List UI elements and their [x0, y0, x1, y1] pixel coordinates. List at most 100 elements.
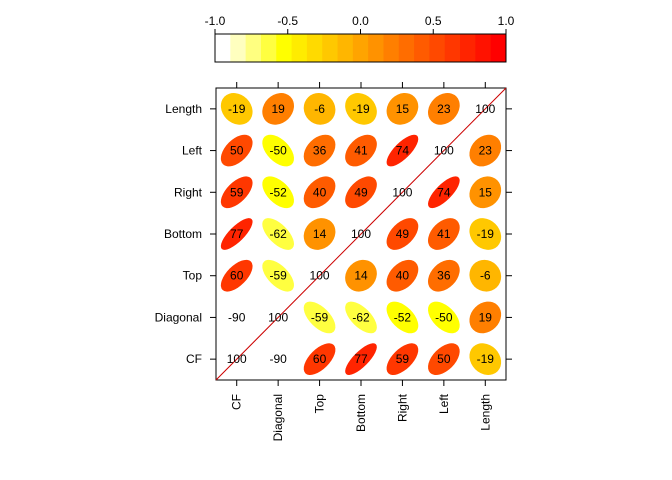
y-label-left: Left	[182, 144, 203, 158]
y-label-diagonal: Diagonal	[155, 310, 202, 324]
x-label-cf: CF	[230, 394, 244, 410]
cell-label-cf-left: 50	[230, 144, 244, 158]
ellipse-right-top	[386, 259, 419, 292]
cell-label-top-cf: 60	[313, 352, 327, 366]
ellipse-right-left	[386, 134, 419, 167]
cell-label-left-diagonal: -50	[435, 310, 453, 324]
ellipse-length-diagonal	[469, 301, 502, 334]
colorbar	[214, 33, 507, 63]
colorbar-tick-label: 1.0	[498, 14, 515, 28]
ellipse-diagonal-top	[262, 259, 294, 292]
ellipse-right-cf	[386, 343, 419, 375]
colorbar-segment	[490, 34, 507, 62]
cell-label-cf-right: 59	[230, 185, 244, 199]
ellipse-top-cf	[303, 343, 336, 375]
cell-label-diagonal-diagonal: 100	[268, 310, 288, 324]
cell-label-left-bottom: 41	[437, 227, 451, 241]
colorbar-segment	[306, 34, 323, 62]
ellipse-length-right	[469, 176, 502, 209]
cell-label-left-length: 23	[437, 102, 451, 116]
cell-label-length-right: 15	[479, 185, 493, 199]
colorbar-ticks: -1.0 -0.5 0.0 0.5 1.0	[205, 14, 515, 34]
ellipse-cf-left	[220, 134, 253, 167]
cell-label-right-cf: 59	[396, 352, 410, 366]
ellipse-cf-bottom	[220, 218, 253, 250]
colorbar-segment	[337, 34, 354, 62]
cell-label-bottom-top: 14	[354, 269, 368, 283]
cell-label-left-right: 74	[437, 185, 451, 199]
ellipse-left-right	[428, 176, 460, 209]
colorbar-segment	[429, 34, 446, 62]
x-label-left: Left	[437, 393, 451, 414]
cell-label-top-right: 40	[313, 185, 327, 199]
colorbar-segment	[352, 34, 369, 62]
ellipse-right-bottom	[386, 218, 419, 250]
cell-label-cf-length: -19	[228, 102, 246, 116]
ellipse-length-bottom	[469, 218, 502, 250]
ellipse-cf-diagonal	[220, 301, 253, 334]
cell-label-length-diagonal: 19	[479, 310, 493, 324]
ellipse-left-bottom	[428, 218, 460, 250]
cell-label-length-left: 23	[479, 144, 493, 158]
ellipse-diagonal-cf	[262, 343, 294, 375]
x-label-diagonal: Diagonal	[271, 394, 285, 441]
colorbar-segment	[215, 34, 231, 62]
cell-label-top-length: -6	[314, 102, 325, 116]
colorbar-segment	[368, 34, 384, 62]
ellipse-cf-length	[220, 93, 253, 125]
ellipse-left-top	[428, 259, 460, 292]
ellipse-left-length	[428, 93, 460, 125]
ellipse-length-cf	[469, 343, 502, 375]
cell-label-left-left: 100	[434, 144, 454, 158]
cell-label-top-top: 100	[310, 269, 330, 283]
ellipse-bottom-diagonal	[345, 301, 377, 334]
ellipse-top-right	[303, 176, 336, 209]
cell-label-right-right: 100	[392, 185, 412, 199]
cell-label-top-diagonal: -59	[311, 310, 329, 324]
x-label-length: Length	[478, 394, 492, 431]
cell-label-diagonal-bottom: -62	[269, 227, 287, 241]
colorbar-segment	[276, 34, 293, 62]
cell-label-cf-top: 60	[230, 269, 244, 283]
colorbar-segment	[475, 34, 492, 62]
colorbar-segment	[398, 34, 415, 62]
axis-labels: CF CF Diagonal Diagonal Top Top Bottom Bottom Ri…	[155, 82, 512, 441]
colorbar-tick-label: -0.5	[277, 14, 298, 28]
cell-label-left-cf: 50	[437, 352, 451, 366]
ellipse-cf-top	[220, 259, 253, 292]
cell-label-diagonal-top: -59	[269, 269, 287, 283]
cell-label-top-left: 36	[313, 144, 327, 158]
colorbar-tick-label: -1.0	[205, 14, 226, 28]
y-label-length: Length	[165, 102, 202, 116]
cell-label-bottom-right: 49	[354, 185, 368, 199]
colorbar-tick-label: 0.5	[425, 14, 442, 28]
ellipse-diagonal-bottom	[262, 218, 294, 250]
ellipse-bottom-top	[345, 259, 377, 292]
cell-label-cf-cf: 100	[227, 352, 247, 366]
cell-label-bottom-cf: 77	[354, 352, 368, 366]
cell-label-top-bottom: 14	[313, 227, 327, 241]
ellipse-cells: 100 -90 60 77 59 50 -19 -90 100 -59 -62 -52 -50 19 60 -…	[220, 93, 502, 375]
cell-label-diagonal-left: -50	[269, 144, 287, 158]
ellipse-right-diagonal	[386, 301, 419, 334]
ellipse-bottom-length	[345, 93, 377, 125]
cell-label-left-top: 36	[437, 269, 451, 283]
cell-label-cf-diagonal: -90	[228, 310, 246, 324]
colorbar-tick-label: 0.0	[352, 14, 369, 28]
ellipse-length-top	[469, 259, 502, 292]
colorbar-segment	[260, 34, 277, 62]
ellipse-diagonal-length	[262, 93, 294, 125]
colorbar-segment	[414, 34, 430, 62]
ellipse-top-bottom	[303, 218, 336, 250]
cell-label-right-left: 74	[396, 144, 410, 158]
colorbar-segment	[291, 34, 308, 62]
cell-label-length-cf: -19	[477, 352, 495, 366]
ellipse-bottom-right	[345, 176, 377, 209]
ellipse-left-diagonal	[428, 301, 460, 334]
cell-label-diagonal-right: -52	[269, 185, 287, 199]
colorbar-segment	[230, 34, 247, 62]
ellipse-top-diagonal	[303, 301, 336, 334]
ellipse-diagonal-left	[262, 134, 294, 167]
cell-label-bottom-bottom: 100	[351, 227, 371, 241]
y-label-right: Right	[174, 185, 203, 199]
